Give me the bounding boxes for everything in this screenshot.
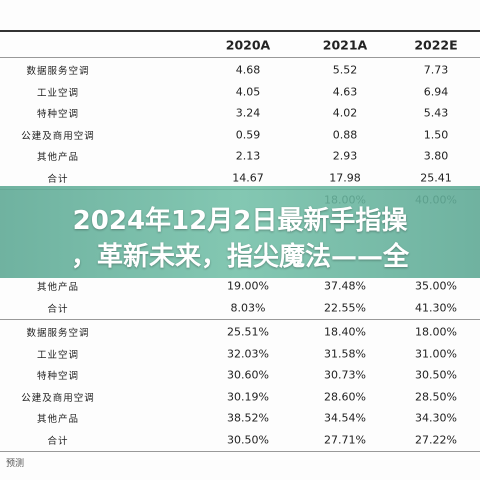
cell-value: 31.58%: [324, 347, 366, 361]
cell-value: 6.94: [423, 85, 449, 99]
cell-value: 34.54%: [324, 411, 366, 425]
banner-line: 2024年12月2日最新手指操: [72, 206, 408, 236]
cell-value: 4.63: [332, 85, 358, 99]
cell-value: 7.73: [423, 63, 449, 77]
cell-value: 0.88: [332, 128, 358, 142]
section-rule: [0, 450, 480, 452]
cell-value: 8.03%: [230, 301, 266, 315]
row-label: 其他产品: [36, 414, 80, 426]
row-label: 合计: [47, 304, 69, 315]
cell-value: 2.13: [235, 149, 261, 163]
cell-value: 17.98: [329, 171, 361, 185]
cell-value: 30.50%: [415, 368, 457, 382]
cell-value: 5.52: [332, 63, 358, 77]
cell-value: 31.00%: [415, 347, 457, 361]
row-label: 数据服务空调: [26, 66, 90, 77]
cell-value: 27.22%: [415, 433, 457, 447]
row-label: 工业空调: [36, 87, 80, 99]
column-header: 2020A: [225, 37, 271, 53]
row-label: 合计: [47, 174, 69, 185]
column-header: 2022E: [414, 37, 458, 53]
header-rule: [0, 57, 480, 58]
row-label: 特种空调: [36, 371, 80, 383]
cell-value: 30.19%: [227, 390, 269, 404]
cell-value: 28.50%: [415, 390, 457, 404]
top-rule: [0, 30, 480, 32]
cell-value: 34.30%: [415, 411, 457, 425]
cell-value: 25.41: [420, 171, 452, 185]
row-label: 数据服务空调: [26, 328, 90, 339]
cell-value: 37.48%: [324, 279, 366, 293]
row-label: 公建及商用空调: [21, 392, 95, 404]
cell-value: 22.55%: [324, 301, 366, 315]
cell-value: 4.68: [235, 63, 261, 77]
cell-value: 4.02: [332, 106, 358, 120]
banner-line: ，革新未来，指尖魔法——全: [70, 242, 410, 272]
section-rule: [0, 318, 480, 320]
cell-value: 35.00%: [415, 279, 457, 293]
cell-value: 18.00%: [415, 325, 457, 339]
cell-value: 38.52%: [227, 411, 269, 425]
row-label: 公建及商用空调: [21, 130, 95, 142]
row-label: 工业空调: [36, 349, 80, 361]
banner: 2024年12月2日最新手指操 ，革新未来，指尖魔法——全: [0, 186, 480, 278]
column-header: 2021A: [322, 37, 368, 53]
cell-value: 14.67: [232, 171, 264, 185]
cell-value: 0.59: [235, 128, 261, 142]
cell-value: 18.40%: [324, 325, 366, 339]
footer: 预测: [6, 459, 25, 469]
cell-value: 4.05: [235, 85, 261, 99]
cell-value: 30.50%: [227, 433, 269, 447]
cell-value: 30.73%: [324, 368, 366, 382]
row-label: 其他产品: [36, 282, 80, 294]
row-label: 其他产品: [36, 152, 80, 164]
row-label: 合计: [47, 436, 69, 447]
cell-value: 28.60%: [324, 390, 366, 404]
cell-value: 1.50: [423, 128, 449, 142]
cell-value: 25.51%: [227, 325, 269, 339]
cell-value: 5.43: [423, 106, 449, 120]
cell-value: 41.30%: [415, 301, 457, 315]
cell-value: 19.00%: [227, 279, 269, 293]
cell-value: 3.24: [235, 106, 261, 120]
cell-value: 27.71%: [324, 433, 366, 447]
cell-value: 30.60%: [227, 368, 269, 382]
cell-value: 32.03%: [227, 347, 269, 361]
cell-value: 3.80: [423, 149, 449, 163]
row-label: 特种空调: [36, 109, 80, 121]
cell-value: 2.93: [332, 149, 358, 163]
